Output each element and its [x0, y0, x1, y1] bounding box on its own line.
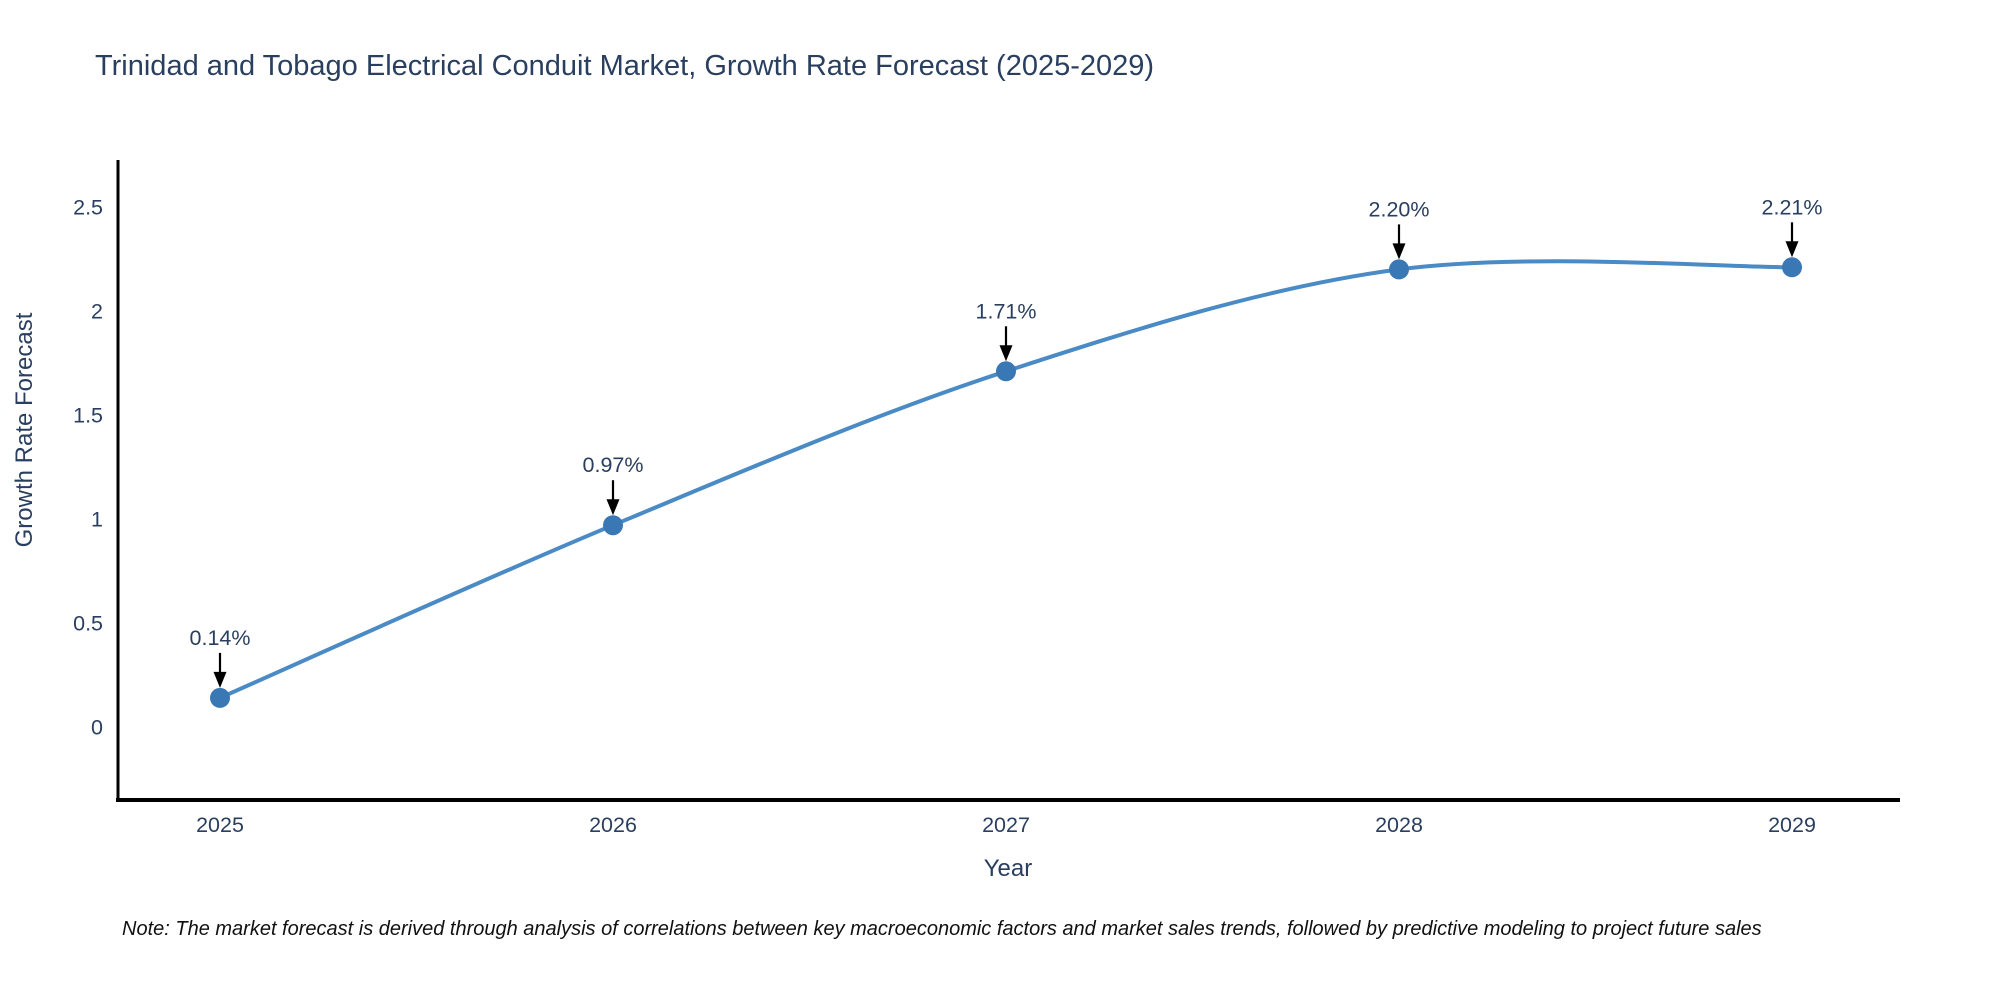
- y-tick-label: 1.5: [73, 404, 103, 428]
- x-tick-labels: 2025 2026 2027 2028 2029: [196, 813, 1816, 837]
- data-point-marker: [210, 687, 230, 708]
- data-point-marker: [603, 515, 623, 536]
- point-annotation: 0.14%: [190, 626, 251, 688]
- footnote: Note: The market forecast is derived thr…: [122, 918, 1762, 940]
- point-annotations: 0.14% 0.97% 1.71% 2.20% 2.21%: [190, 195, 1823, 688]
- annotation-label: 1.71%: [976, 299, 1037, 323]
- annotation-label: 2.20%: [1369, 197, 1430, 221]
- y-tick-label: 0: [91, 716, 103, 740]
- y-tick-label: 1: [91, 508, 103, 532]
- annotation-arrowhead-icon: [1392, 243, 1406, 260]
- y-tick-labels: 0 0.5 1 1.5 2 2.5: [73, 196, 103, 740]
- annotation-label: 0.97%: [583, 453, 644, 477]
- data-point-marker: [1389, 259, 1409, 280]
- data-point-markers: [210, 257, 1802, 708]
- point-annotation: 1.71%: [976, 299, 1037, 362]
- point-annotation: 0.97%: [583, 453, 644, 516]
- x-axis: 2025 2026 2027 2028 2029 Year: [116, 798, 1900, 882]
- point-annotation: 2.20%: [1369, 197, 1430, 260]
- data-point-marker: [1782, 257, 1802, 278]
- annotation-arrowhead-icon: [213, 671, 227, 688]
- y-axis-title: Growth Rate Forecast: [11, 312, 38, 547]
- x-tick-label: 2029: [1768, 813, 1816, 837]
- annotation-arrowhead-icon: [606, 499, 620, 516]
- x-tick-label: 2028: [1375, 813, 1423, 837]
- annotation-label: 0.14%: [190, 626, 251, 650]
- y-tick-label: 0.5: [73, 612, 103, 636]
- x-tick-label: 2026: [589, 813, 637, 837]
- annotation-arrowhead-icon: [999, 345, 1013, 362]
- y-axis: 0 0.5 1 1.5 2 2.5 Growth Rate Forecast: [11, 160, 120, 802]
- x-tick-label: 2025: [196, 813, 244, 837]
- chart-title: Trinidad and Tobago Electrical Conduit M…: [95, 50, 1154, 82]
- data-point-marker: [996, 361, 1016, 382]
- y-tick-label: 2: [91, 300, 103, 324]
- point-annotation: 2.21%: [1762, 195, 1823, 258]
- y-tick-label: 2.5: [73, 196, 103, 220]
- annotation-arrowhead-icon: [1785, 241, 1799, 258]
- annotation-label: 2.21%: [1762, 195, 1823, 219]
- x-axis-title: Year: [984, 855, 1033, 882]
- x-tick-label: 2027: [982, 813, 1030, 837]
